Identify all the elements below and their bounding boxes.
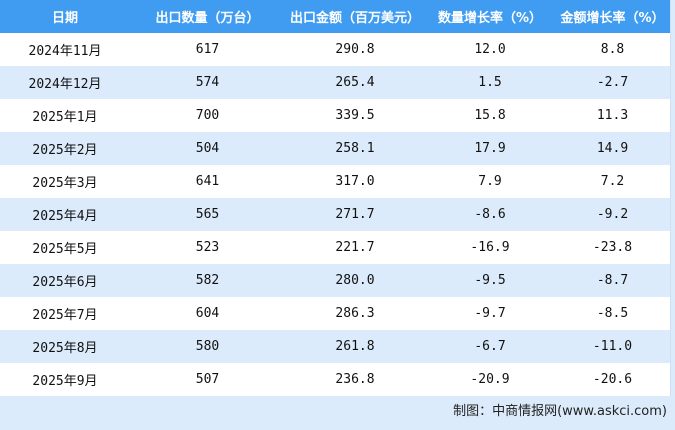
cell-date: 2025年9月 — [32, 374, 98, 389]
cell-amount: 221.7 — [335, 240, 375, 255]
cell-date: 2025年3月 — [32, 176, 98, 191]
cell-qty-growth: 12.0 — [474, 42, 506, 57]
cell-date: 2025年2月 — [32, 143, 98, 158]
cell-amount: 236.8 — [335, 372, 375, 387]
cell-date: 2025年5月 — [32, 242, 98, 257]
data-table: 日期 出口数量（万台） 出口金额（百万美元） 数量增长率（%） 金额增长率（%）… — [0, 0, 671, 396]
header-amount-growth: 金额增长率（%） — [560, 11, 665, 26]
header-qty: 出口数量（万台） — [155, 11, 260, 26]
cell-date: 2025年4月 — [32, 209, 98, 224]
cell-date: 2025年1月 — [32, 110, 98, 125]
cell-amount: 286.3 — [335, 306, 375, 321]
table-row: 2025年5月 523 221.7 -16.9 -23.8 — [0, 231, 670, 264]
table-row: 2025年9月 507 236.8 -20.9 -20.6 — [0, 363, 670, 396]
cell-qty-growth: -9.5 — [474, 273, 506, 288]
cell-qty-growth: -8.6 — [474, 207, 506, 222]
cell-amount-growth: -11.0 — [592, 339, 633, 354]
cell-qty-growth: -9.7 — [474, 306, 506, 321]
table-row: 2025年8月 580 261.8 -6.7 -11.0 — [0, 330, 670, 363]
cell-date: 2025年8月 — [32, 341, 98, 356]
header-date: 日期 — [51, 11, 78, 26]
cell-amount-growth: -2.7 — [596, 75, 629, 90]
cell-qty-growth: 17.9 — [474, 141, 506, 156]
cell-amount-growth: -8.7 — [596, 273, 629, 288]
cell-date: 2025年6月 — [32, 275, 98, 290]
cell-amount-growth: -23.8 — [592, 240, 633, 255]
cell-amount-growth: 8.8 — [600, 42, 625, 57]
cell-qty-growth: -16.9 — [470, 240, 510, 255]
cell-amount-growth: -9.2 — [596, 207, 629, 222]
cell-qty-growth: 15.8 — [474, 108, 506, 123]
cell-qty: 604 — [195, 306, 220, 321]
cell-amount-growth: 11.3 — [596, 108, 629, 123]
table-row: 2025年1月 700 339.5 15.8 11.3 — [0, 99, 670, 132]
cell-amount: 290.8 — [335, 42, 375, 57]
cell-date: 2024年11月 — [28, 44, 102, 59]
cell-qty-growth: -20.9 — [470, 372, 510, 387]
cell-qty: 617 — [195, 42, 220, 57]
cell-amount: 265.4 — [335, 75, 375, 90]
table-row: 2025年7月 604 286.3 -9.7 -8.5 — [0, 297, 670, 330]
cell-qty: 565 — [195, 207, 220, 222]
cell-amount: 271.7 — [335, 207, 375, 222]
cell-qty-growth: -6.7 — [474, 339, 506, 354]
cell-qty: 504 — [195, 141, 220, 156]
cell-amount: 258.1 — [335, 141, 375, 156]
cell-date: 2025年7月 — [32, 308, 98, 323]
header-qty-growth: 数量增长率（%） — [437, 11, 543, 26]
table-row: 2025年3月 641 317.0 7.9 7.2 — [0, 165, 670, 198]
header-amount: 出口金额（百万美元） — [289, 11, 420, 26]
table-header: 日期 出口数量（万台） 出口金额（百万美元） 数量增长率（%） 金额增长率（%） — [0, 0, 670, 33]
cell-amount: 261.8 — [335, 339, 375, 354]
cell-qty: 523 — [195, 240, 220, 255]
table-row: 2025年2月 504 258.1 17.9 14.9 — [0, 132, 670, 165]
cell-qty: 582 — [195, 273, 220, 288]
cell-qty: 574 — [195, 75, 220, 90]
cell-date: 2024年12月 — [28, 77, 102, 92]
cell-amount-growth: -20.6 — [592, 372, 633, 387]
cell-qty: 641 — [195, 174, 220, 189]
cell-amount: 317.0 — [335, 174, 375, 189]
cell-qty-growth: 7.9 — [478, 174, 502, 189]
cell-amount-growth: 14.9 — [596, 141, 629, 156]
cell-qty-growth: 1.5 — [478, 75, 502, 90]
cell-qty: 580 — [195, 339, 220, 354]
table-row: 2024年12月 574 265.4 1.5 -2.7 — [0, 66, 670, 99]
table-row: 2025年4月 565 271.7 -8.6 -9.2 — [0, 198, 670, 231]
cell-amount: 280.0 — [335, 273, 375, 288]
cell-amount: 339.5 — [335, 108, 375, 123]
source-credit: 制图：中商情报网(www.askci.com) — [453, 404, 667, 419]
cell-amount-growth: -8.5 — [596, 306, 629, 321]
table-row: 2025年6月 582 280.0 -9.5 -8.7 — [0, 264, 670, 297]
table-row: 2024年11月 617 290.8 12.0 8.8 — [0, 33, 670, 66]
cell-qty: 507 — [195, 372, 220, 387]
cell-qty: 700 — [195, 108, 220, 123]
cell-amount-growth: 7.2 — [600, 174, 625, 189]
